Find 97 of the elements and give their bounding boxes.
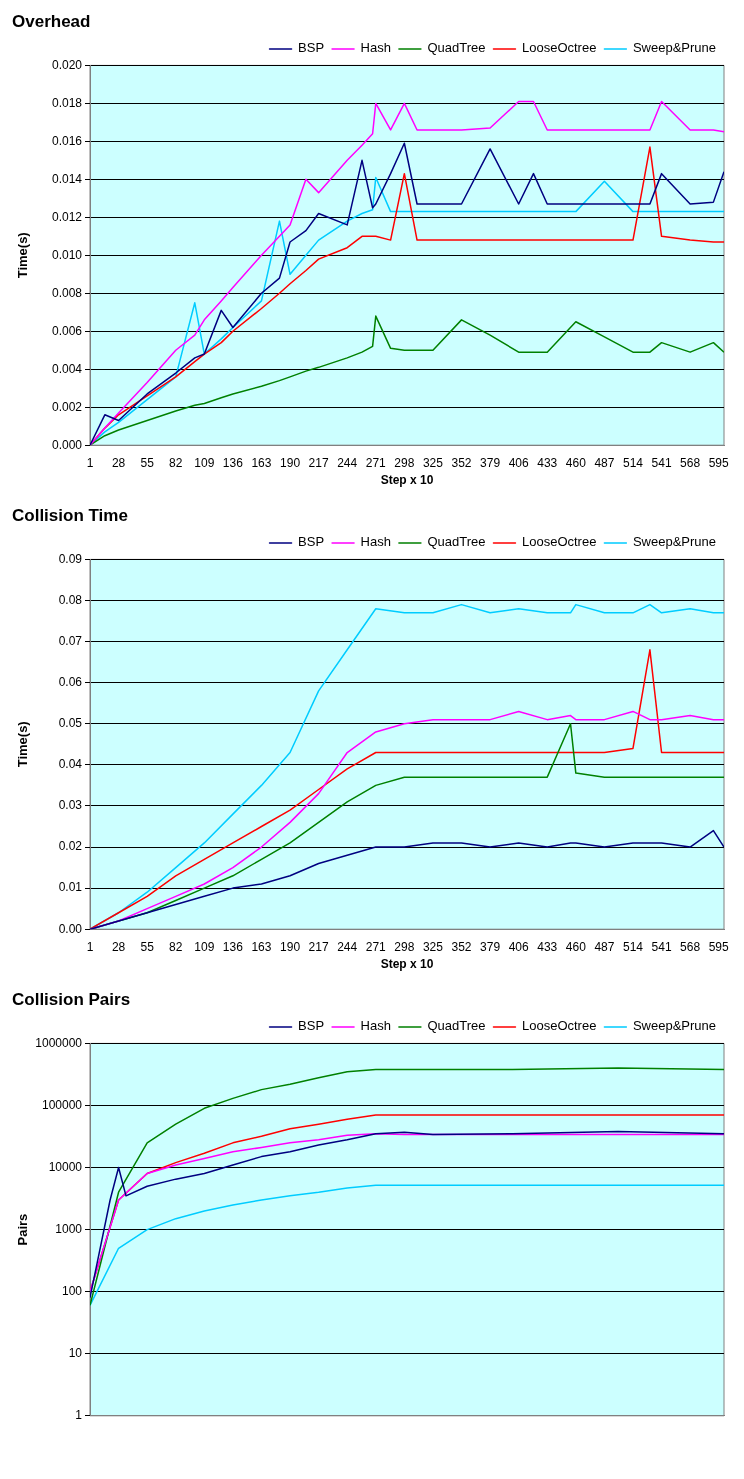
legend-label: Sweep&Prune	[632, 534, 717, 550]
y-tick-label: 1000	[55, 1221, 83, 1236]
x-tick-label: 55	[140, 939, 155, 954]
y-tick-label: 10	[68, 1346, 83, 1361]
legend-label: BSP	[298, 1018, 325, 1034]
x-tick-label: 379	[480, 455, 501, 470]
x-tick-label: 514	[622, 455, 644, 470]
y-tick-label: 1000000	[35, 1035, 83, 1050]
x-tick-label: 190	[280, 455, 301, 470]
x-tick-label: 568	[680, 939, 701, 954]
y-tick-label: 0.012	[51, 209, 83, 224]
y-axis-title: Time(s)	[15, 232, 31, 279]
y-tick-label: 1	[75, 1408, 83, 1423]
y-tick-label: 0.01	[58, 880, 83, 895]
x-tick-label: 433	[537, 939, 558, 954]
chart-title: Overhead	[12, 11, 91, 31]
y-tick-label: 0.014	[51, 171, 83, 186]
x-tick-label: 109	[194, 455, 215, 470]
legend-label: BSP	[298, 534, 325, 550]
x-tick-label: 352	[451, 455, 472, 470]
x-tick-label: 352	[451, 939, 472, 954]
legend-label: Sweep&Prune	[632, 40, 717, 56]
x-tick-label: 325	[422, 939, 444, 954]
x-axis-title: Step x 10	[380, 473, 434, 488]
x-tick-label: 271	[365, 939, 387, 954]
y-tick-label: 0.09	[58, 551, 83, 566]
y-tick-label: 0.018	[51, 95, 83, 110]
y-tick-label: 0.010	[51, 247, 83, 262]
x-tick-label: 82	[169, 455, 183, 470]
x-tick-label: 271	[365, 455, 387, 470]
legend-label: QuadTree	[427, 534, 486, 550]
y-tick-label: 0.05	[58, 716, 83, 731]
x-tick-label: 487	[594, 939, 615, 954]
legend-label: QuadTree	[427, 1018, 486, 1034]
y-tick-label: 10000	[48, 1159, 83, 1174]
x-tick-label: 568	[680, 455, 701, 470]
x-tick-label: 55	[140, 455, 155, 470]
chart-title: Collision Pairs	[12, 989, 131, 1009]
legend-label: Sweep&Prune	[632, 1018, 717, 1034]
x-tick-label: 487	[594, 455, 615, 470]
x-tick-label: 298	[394, 939, 415, 954]
x-tick-label: 217	[308, 455, 329, 470]
y-axis-title: Pairs	[15, 1213, 31, 1246]
y-tick-label: 0.020	[51, 57, 83, 72]
x-tick-label: 595	[708, 455, 730, 470]
legend-label: LooseOctree	[521, 40, 597, 56]
x-tick-label: 163	[251, 455, 272, 470]
x-tick-label: 433	[537, 455, 558, 470]
y-tick-label: 100000	[41, 1097, 83, 1112]
y-tick-label: 0.006	[51, 323, 83, 338]
x-tick-label: 460	[565, 455, 587, 470]
y-tick-label: 100	[61, 1283, 83, 1298]
y-tick-label: 0.03	[58, 798, 83, 813]
legend-label: Hash	[360, 534, 391, 550]
x-tick-label: 190	[280, 939, 301, 954]
x-tick-label: 244	[337, 939, 358, 954]
x-tick-label: 109	[194, 939, 215, 954]
legend-label: QuadTree	[427, 40, 486, 56]
y-tick-label: 0.06	[58, 674, 83, 689]
x-tick-label: 406	[508, 939, 529, 954]
x-tick-label: 1	[86, 939, 94, 954]
y-tick-label: 0.02	[58, 839, 83, 854]
x-tick-label: 82	[169, 939, 183, 954]
x-tick-label: 136	[222, 455, 244, 470]
y-tick-label: 0.002	[51, 399, 83, 414]
legend-label: Hash	[360, 40, 391, 56]
y-tick-label: 0.000	[51, 437, 83, 452]
x-tick-label: 541	[651, 939, 672, 954]
x-tick-label: 1	[86, 455, 94, 470]
y-tick-label: 0.00	[58, 921, 83, 936]
legend-label: LooseOctree	[521, 1018, 597, 1034]
x-tick-label: 460	[565, 939, 587, 954]
x-tick-label: 514	[622, 939, 644, 954]
y-tick-label: 0.04	[58, 757, 83, 772]
x-tick-label: 28	[111, 939, 126, 954]
y-tick-label: 0.016	[51, 133, 83, 148]
y-tick-label: 0.008	[51, 285, 83, 300]
x-tick-label: 298	[394, 455, 415, 470]
x-tick-label: 217	[308, 939, 329, 954]
x-tick-label: 28	[111, 455, 126, 470]
y-tick-label: 0.08	[58, 592, 83, 607]
x-tick-label: 379	[480, 939, 501, 954]
legend-label: Hash	[360, 1018, 391, 1034]
x-tick-label: 163	[251, 939, 272, 954]
y-tick-label: 0.07	[58, 633, 83, 648]
x-tick-label: 541	[651, 455, 672, 470]
chart-title: Collision Time	[12, 505, 128, 525]
x-tick-label: 136	[222, 939, 244, 954]
y-axis-title: Time(s)	[15, 721, 31, 768]
y-tick-label: 0.004	[51, 361, 83, 376]
x-tick-label: 595	[708, 939, 730, 954]
x-tick-label: 325	[422, 455, 444, 470]
legend-label: LooseOctree	[521, 534, 597, 550]
legend-label: BSP	[298, 40, 325, 56]
x-axis-title: Step x 10	[380, 957, 434, 972]
x-tick-label: 244	[337, 455, 358, 470]
x-tick-label: 406	[508, 455, 529, 470]
